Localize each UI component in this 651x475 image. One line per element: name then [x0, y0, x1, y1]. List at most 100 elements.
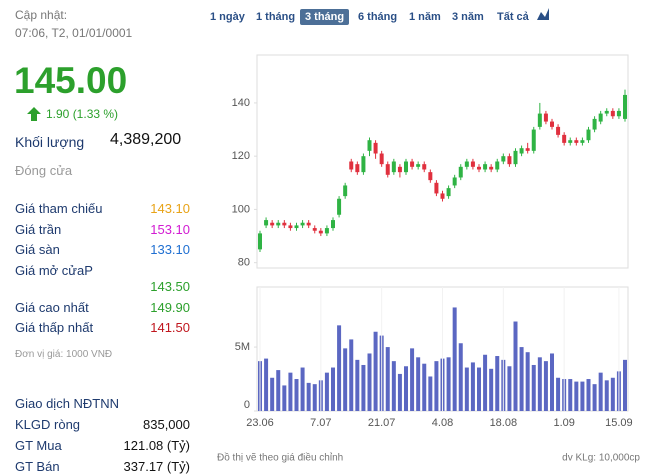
tab[interactable]: 3 năm [452, 11, 484, 23]
volume-bar [604, 380, 609, 411]
candle-body [543, 113, 548, 122]
volume-bar [556, 377, 561, 411]
volume-bar [264, 358, 269, 411]
close-label: Đóng cửa [15, 163, 73, 178]
candle-body [306, 222, 311, 226]
volume-bar [525, 352, 530, 411]
volume-bar [397, 373, 402, 411]
volume-bar [331, 367, 335, 411]
candle-body [288, 225, 293, 229]
volume-bar [452, 307, 457, 411]
volume-bar [489, 368, 494, 411]
candle-body [440, 193, 445, 199]
row-label: Giá trần [15, 222, 62, 237]
volume-bar [343, 348, 348, 411]
candle-body [276, 222, 281, 226]
candle-body [483, 164, 488, 170]
foreign-value: 121.08 (Tỷ) [123, 438, 190, 453]
volume-bar [483, 354, 488, 411]
candle-body [519, 148, 524, 154]
update-time: 07:06, T2, 01/01/0001 [15, 26, 133, 40]
candle-body [458, 166, 463, 178]
update-label: Cập nhật: [15, 8, 68, 22]
y-tick-label: 5M [235, 341, 250, 353]
candle-body [477, 166, 481, 170]
candle-body [525, 148, 530, 151]
candle-body [501, 156, 506, 162]
price: 145.00 [14, 60, 128, 101]
tab[interactable]: 1 ngày [210, 11, 245, 23]
candle-body [270, 222, 275, 226]
candle-body [586, 129, 591, 141]
candle-body [422, 164, 427, 170]
volume-bar [385, 347, 390, 411]
x-tick-label: 4.08 [432, 417, 453, 429]
candle-body [397, 166, 402, 173]
volume-bar [477, 367, 481, 411]
tab[interactable]: 1 năm [409, 11, 441, 23]
row-value: 153.10 [150, 222, 190, 237]
candle-body [300, 222, 305, 226]
candle-body [343, 185, 348, 197]
tab[interactable]: 6 tháng [358, 11, 398, 23]
change: 1.90 (1.33 %) [46, 107, 119, 121]
volume-bar [434, 361, 439, 411]
candle-body [361, 156, 366, 173]
candle-body [385, 164, 390, 175]
candle-body [428, 172, 433, 181]
volume-bar [373, 331, 378, 411]
volume-bar [300, 367, 305, 411]
footer-left: Đồ thị vẽ theo giá điều chỉnh [217, 452, 343, 464]
candle-body [337, 198, 342, 215]
candle-body [391, 161, 396, 173]
volume-bar [531, 364, 536, 411]
volume-bar [580, 381, 585, 411]
volume-bar [610, 377, 615, 411]
candle-body [537, 113, 542, 127]
y-tick-label: 140 [232, 97, 250, 109]
chart-icon[interactable] [537, 8, 549, 20]
candle-body [434, 182, 439, 194]
candle-body [574, 140, 579, 143]
row-label: Giá cao nhất [15, 300, 89, 315]
row-label: Giá mở cửaP [15, 263, 93, 278]
candle-body [446, 188, 451, 197]
volume-bar [428, 376, 433, 411]
row-value: 141.50 [150, 320, 190, 335]
candle-body [355, 164, 360, 173]
volume-bar [282, 385, 287, 411]
volume-bar [416, 357, 421, 411]
volume-bar [306, 382, 311, 411]
candle-body [531, 129, 536, 151]
candle-body [367, 140, 372, 151]
candle-body [294, 225, 299, 229]
volume-bar [550, 353, 554, 411]
tab[interactable]: 1 tháng [256, 11, 296, 23]
volume-bar [270, 377, 275, 411]
x-tick-label: 7.07 [310, 417, 331, 429]
candle-body [610, 110, 615, 117]
volume-bar [324, 372, 329, 411]
volume-bar [586, 379, 591, 411]
tab[interactable]: 3 tháng [300, 9, 350, 25]
candle-body [556, 126, 561, 135]
volume-bar [288, 372, 293, 411]
candle-body [623, 94, 627, 119]
candle-body [404, 161, 408, 173]
volume-bar [623, 359, 627, 411]
tab[interactable]: Tất cả [497, 11, 529, 23]
unit: Đơn vị giá: 1000 VNĐ [15, 349, 113, 360]
volume-bar [367, 353, 372, 411]
volume-bar [543, 361, 548, 411]
candle-body [318, 230, 323, 234]
volume-bar [422, 363, 427, 411]
volume-bar [507, 366, 512, 411]
volume-bar [574, 381, 579, 411]
volume-bar [337, 325, 342, 411]
foreign-title: Giao dịch NĐTNN [15, 396, 120, 411]
candle-body [550, 121, 554, 127]
row-value: 133.10 [150, 242, 190, 257]
plot-frame [256, 54, 629, 269]
volume-bar [410, 348, 415, 411]
